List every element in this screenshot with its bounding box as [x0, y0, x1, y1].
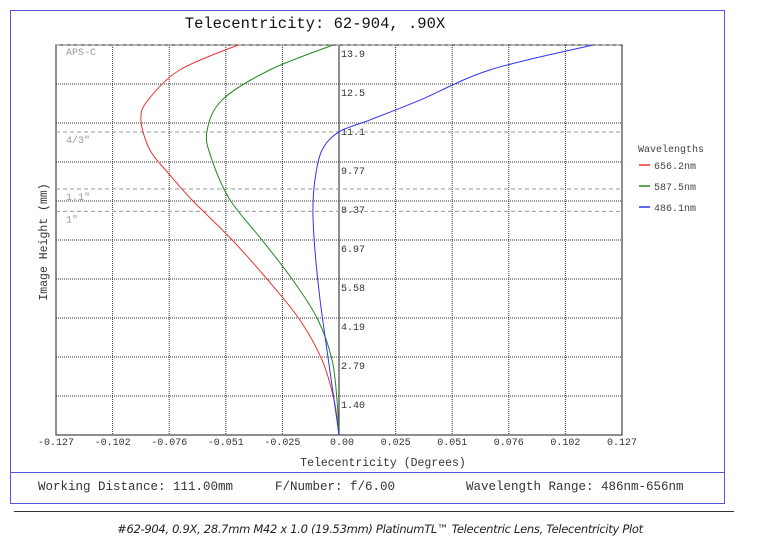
y-tick-label: 9.77	[341, 167, 365, 178]
plot-frame	[10, 10, 725, 504]
y-tick-label: 2.79	[341, 362, 365, 373]
caption-rule	[14, 511, 734, 512]
legend-entry: 656.2nm	[654, 162, 696, 173]
caption: #62-904, 0.9X, 28.7mm M42 x 1.0 (19.53mm…	[117, 522, 643, 536]
x-tick-label: 0.00	[330, 438, 354, 449]
x-tick-label: 0.076	[494, 438, 524, 449]
divider	[10, 472, 725, 473]
x-tick-label: 0.051	[437, 438, 467, 449]
y-tick-label: 11.1	[341, 128, 365, 139]
sensor-marker-label: APS-C	[66, 48, 96, 59]
x-tick-label: 0.102	[550, 438, 580, 449]
x-tick-label: -0.127	[38, 438, 74, 449]
legend-entry: 587.5nm	[654, 183, 696, 194]
x-tick-label: -0.025	[264, 438, 300, 449]
series-line-587.5nm	[205, 44, 340, 436]
x-tick-label: -0.102	[95, 438, 131, 449]
x-tick-label: 0.127	[607, 438, 637, 449]
sensor-marker-label: 1.1"	[66, 192, 90, 204]
y-axis-label: Image Height (mm)	[38, 183, 51, 300]
f-number: F/Number: f/6.00	[275, 480, 396, 494]
x-tick-label: -0.051	[208, 438, 244, 449]
sensor-marker-label: 4/3"	[66, 135, 90, 147]
series-line-656.2nm	[140, 44, 340, 436]
y-tick-label: 4.19	[341, 323, 365, 334]
wavelength-range: Wavelength Range: 486nm-656nm	[466, 480, 684, 494]
y-tick-label: 5.58	[341, 284, 365, 295]
y-tick-label: 13.9	[341, 50, 365, 61]
legend-entry: 486.1nm	[654, 204, 696, 215]
x-axis-label: Telecentricity (Degrees)	[300, 457, 466, 470]
sensor-marker-label: 1"	[66, 214, 78, 226]
series-line-486.1nm	[312, 44, 594, 436]
x-tick-label: 0.025	[381, 438, 411, 449]
x-tick-label: -0.076	[151, 438, 187, 449]
y-tick-label: 6.97	[341, 245, 365, 256]
working-distance: Working Distance: 111.00mm	[38, 480, 234, 494]
legend-title: Wavelengths	[638, 144, 704, 156]
chart-title: Telecentricity: 62-904, .90X	[185, 15, 446, 33]
y-tick-label: 12.5	[341, 89, 365, 100]
y-tick-label: 1.40	[341, 401, 365, 412]
